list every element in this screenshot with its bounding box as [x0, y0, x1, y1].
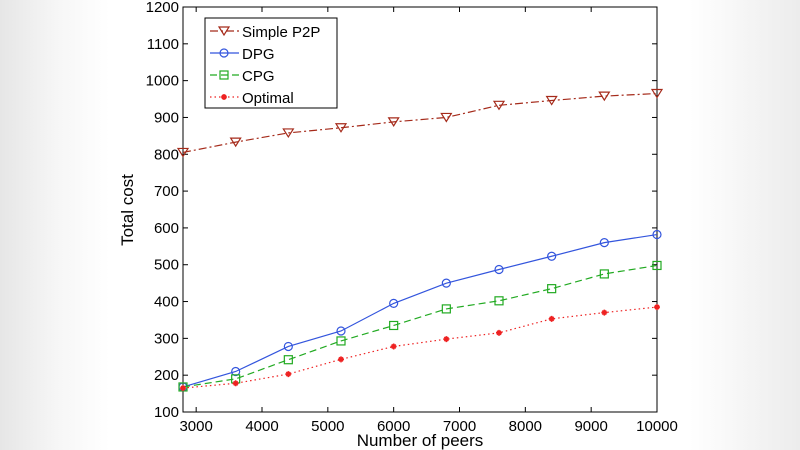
- y-tick-label: 1100: [147, 36, 179, 53]
- data-point-circle: [219, 48, 229, 58]
- x-tick-label: 3000: [179, 418, 212, 435]
- legend-item: DPG: [210, 46, 275, 63]
- x-axis-label: Number of peers: [357, 431, 484, 450]
- y-tick-label: 1000: [146, 73, 179, 90]
- y-tick-label: 300: [154, 330, 179, 347]
- x-tick-label: 8000: [509, 418, 542, 435]
- series-line: [182, 233, 658, 388]
- data-point-square: [283, 355, 293, 365]
- data-point-triangle: [229, 137, 242, 148]
- data-point-circle: [283, 341, 293, 352]
- series-simple-p2p: [176, 88, 664, 158]
- data-point-triangle: [650, 88, 664, 99]
- y-axis-label: Total cost: [118, 174, 137, 246]
- data-point-square: [389, 320, 399, 331]
- data-point-star: [232, 380, 239, 387]
- data-point-triangle: [440, 112, 453, 123]
- data-point-star: [601, 309, 608, 316]
- x-tick-label: 5000: [311, 418, 344, 435]
- data-point-square: [652, 260, 662, 271]
- data-point-circle: [389, 298, 399, 308]
- data-point-triangle: [387, 117, 400, 128]
- y-tick-label: 600: [154, 220, 179, 237]
- data-point-star: [390, 343, 397, 350]
- x-tick-label: 6000: [377, 418, 410, 435]
- data-point-triangle: [545, 95, 558, 106]
- data-point-square: [599, 269, 609, 279]
- y-tick-label: 400: [154, 294, 179, 311]
- series-line: [182, 92, 658, 154]
- data-point-triangle: [217, 26, 231, 37]
- data-point-square: [547, 284, 557, 294]
- data-point-triangle: [598, 91, 611, 102]
- data-point-triangle: [176, 147, 190, 158]
- data-point-circle: [441, 278, 451, 288]
- y-tick-label: 200: [154, 367, 179, 384]
- data-point-circle: [599, 238, 609, 248]
- y-tick-label: 800: [154, 146, 179, 163]
- legend-item: Optimal: [210, 90, 294, 107]
- legend-item: Simple P2P: [210, 24, 320, 41]
- data-point-circle: [231, 366, 241, 377]
- x-tick-label: 9000: [574, 418, 607, 435]
- legend-item: CPG: [210, 68, 275, 85]
- data-point-circle: [652, 229, 662, 240]
- legend-box: [204, 17, 338, 109]
- y-tick-label: 1200: [146, 0, 179, 16]
- data-point-triangle: [334, 123, 348, 133]
- x-tick-label: 4000: [245, 418, 278, 435]
- data-point-circle: [336, 326, 346, 336]
- series-optimal: [180, 304, 660, 392]
- data-point-star: [443, 336, 450, 343]
- data-point-star: [654, 304, 660, 311]
- data-point-star: [548, 315, 555, 322]
- data-point-square: [336, 336, 346, 346]
- data-point-star: [180, 385, 186, 392]
- legend-label: DPG: [242, 46, 275, 63]
- legend: Simple P2P DPG CPG Optimal: [204, 17, 338, 109]
- data-point-star: [221, 94, 227, 100]
- legend-label: CPG: [242, 68, 275, 85]
- data-point-square: [494, 296, 504, 306]
- y-tick-label: 900: [154, 109, 179, 126]
- y-tick-label: 100: [154, 404, 179, 421]
- legend-label: Optimal: [242, 90, 294, 107]
- data-point-star: [496, 329, 502, 336]
- data-point-circle: [494, 264, 504, 275]
- x-tick-label: 10000: [636, 418, 678, 435]
- y-tick-label: 700: [154, 183, 179, 200]
- data-point-triangle: [282, 128, 295, 139]
- data-point-triangle: [492, 100, 506, 111]
- data-point-square: [219, 70, 229, 80]
- series-line: [182, 264, 658, 388]
- data-point-square: [441, 304, 451, 314]
- x-tick-label: 7000: [443, 418, 476, 435]
- legend-label: Simple P2P: [242, 24, 320, 41]
- data-point-star: [285, 371, 292, 378]
- y-tick-label: 500: [154, 257, 179, 274]
- data-point-star: [338, 356, 344, 363]
- data-point-circle: [547, 251, 557, 261]
